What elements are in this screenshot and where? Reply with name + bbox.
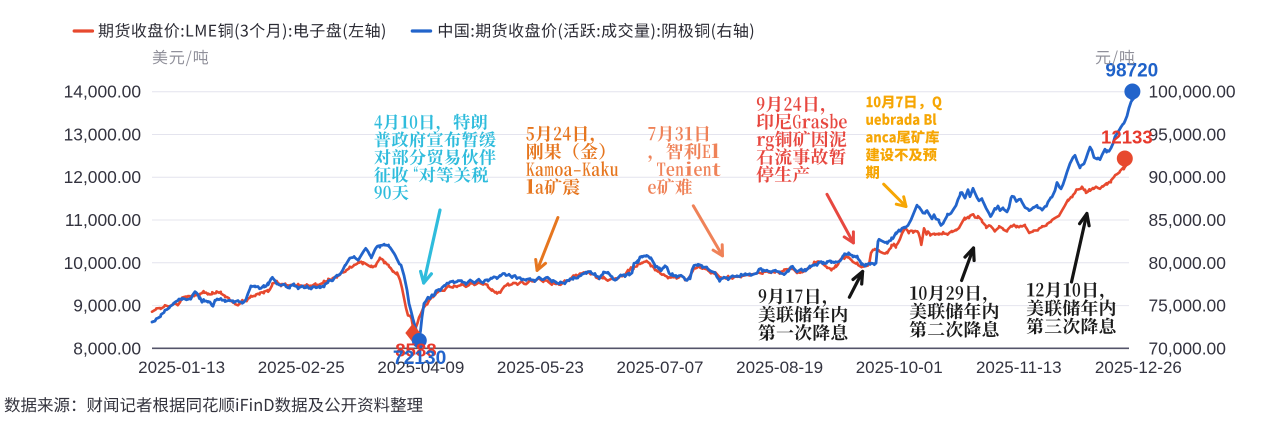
svg-text:9,000.00: 9,000.00 [73, 296, 141, 316]
svg-text:90,000.00: 90,000.00 [1149, 167, 1226, 187]
svg-text:2025-05-23: 2025-05-23 [497, 358, 584, 377]
svg-text:10,000.00: 10,000.00 [64, 253, 141, 273]
svg-text:2025-01-13: 2025-01-13 [138, 358, 225, 377]
svg-text:12133: 12133 [1101, 127, 1153, 148]
svg-text:85,000.00: 85,000.00 [1149, 210, 1226, 230]
svg-text:8588: 8588 [395, 340, 436, 361]
svg-text:95,000.00: 95,000.00 [1149, 125, 1226, 145]
svg-text:72130: 72130 [393, 348, 446, 369]
svg-text:14,000.00: 14,000.00 [64, 82, 141, 102]
svg-text:75,000.00: 75,000.00 [1149, 296, 1226, 316]
svg-text:8,000.00: 8,000.00 [73, 338, 141, 358]
svg-text:11,000.00: 11,000.00 [65, 210, 141, 230]
svg-text:2025-08-19: 2025-08-19 [736, 358, 823, 377]
svg-text:2025-07-07: 2025-07-07 [617, 358, 704, 377]
svg-text:80,000.00: 80,000.00 [1149, 253, 1226, 273]
svg-text:2025-04-09: 2025-04-09 [377, 358, 464, 377]
svg-text:2025-11-13: 2025-11-13 [976, 358, 1062, 377]
svg-text:70,000.00: 70,000.00 [1149, 338, 1226, 358]
svg-text:2025-10-01: 2025-10-01 [856, 358, 943, 377]
svg-text:13,000.00: 13,000.00 [64, 125, 141, 145]
svg-text:2025-02-25: 2025-02-25 [258, 358, 345, 377]
svg-text:98720: 98720 [1105, 61, 1158, 82]
svg-text:100,000.00: 100,000.00 [1149, 82, 1236, 102]
svg-text:12,000.00: 12,000.00 [64, 167, 141, 187]
svg-text:2025-12-26: 2025-12-26 [1095, 358, 1182, 377]
